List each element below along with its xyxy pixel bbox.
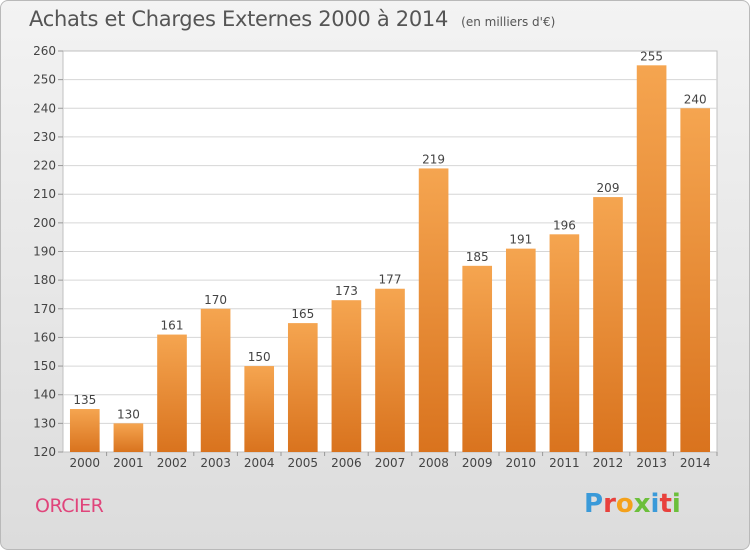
data-label: 196 [553, 218, 576, 232]
data-label: 219 [422, 152, 445, 166]
data-label: 135 [73, 393, 96, 407]
logo-letter: x [633, 489, 651, 519]
y-tick-labels: 120 130 140 150 160 170 180 190 200 210 220 230 240 2… [33, 44, 56, 459]
x-tick-label: 2009 [462, 456, 493, 470]
bar [593, 197, 623, 452]
x-tick-labels: 2000 2001 2002 2003 2004 2005 2006 2007 2008 2009… [70, 456, 711, 470]
x-tick-label: 2004 [244, 456, 275, 470]
x-tick-label: 2000 [70, 456, 101, 470]
y-tick-label: 240 [33, 101, 56, 115]
y-tick-label: 230 [33, 130, 56, 144]
data-label: 130 [117, 407, 140, 421]
y-tick-label: 160 [33, 330, 56, 344]
y-tick-label: 140 [33, 388, 56, 402]
bar [69, 409, 100, 452]
logo-letter: i [671, 489, 681, 519]
proxiti-logo: Proxiti [584, 489, 681, 519]
bar [375, 288, 405, 452]
bar [418, 168, 449, 452]
data-label: 185 [466, 250, 489, 264]
y-tick-label: 220 [33, 159, 56, 173]
x-tick-label: 2005 [288, 456, 319, 470]
data-label: 191 [509, 233, 532, 247]
x-tick-label: 2006 [331, 456, 362, 470]
bar [200, 308, 231, 452]
place-name: ORCIER [35, 495, 104, 517]
x-tick-label: 2014 [680, 456, 711, 470]
chart-subtitle: (en milliers d'€) [461, 15, 556, 29]
data-label: 165 [291, 307, 314, 321]
bar [113, 423, 144, 452]
data-labels: 135 130 161 170 150 165 173 177 219 185 191 196 209 2… [73, 49, 706, 421]
x-tick-label: 2002 [157, 456, 188, 470]
y-tick-label: 210 [33, 187, 56, 201]
data-label: 209 [597, 181, 620, 195]
data-label: 240 [684, 92, 707, 106]
y-tick-label: 130 [33, 416, 56, 430]
x-tick-label: 2001 [113, 456, 144, 470]
y-tick-label: 180 [33, 273, 56, 287]
x-tick-label: 2011 [549, 456, 580, 470]
chart-title: Achats et Charges Externes 2000 à 2014 [29, 7, 449, 31]
y-tick-label: 260 [33, 44, 56, 58]
y-tick-label: 200 [33, 216, 56, 230]
bar [462, 265, 493, 452]
bar [244, 366, 275, 452]
logo-letter: o [615, 489, 634, 519]
y-tick-label: 250 [33, 73, 56, 87]
x-tick-label: 2010 [506, 456, 537, 470]
bar [331, 300, 362, 452]
bar [287, 323, 318, 452]
bar [157, 334, 187, 452]
logo-letter: r [603, 489, 616, 519]
logo-letter: P [584, 489, 604, 519]
bars [69, 65, 711, 453]
logo-letter: t [659, 489, 672, 519]
bar [505, 248, 536, 452]
bar [680, 108, 711, 453]
y-tick-label: 170 [33, 302, 56, 316]
logo-letter: i [650, 489, 660, 519]
y-tick-label: 150 [33, 359, 56, 373]
bar [549, 234, 580, 452]
title-row: Achats et Charges Externes 2000 à 2014 (… [29, 7, 555, 31]
data-label: 150 [248, 350, 271, 364]
x-tick-label: 2008 [418, 456, 449, 470]
x-tick-label: 2012 [593, 456, 624, 470]
x-tick-label: 2007 [375, 456, 406, 470]
x-tick-label: 2003 [200, 456, 231, 470]
x-tick-label: 2013 [636, 456, 667, 470]
data-label: 173 [335, 284, 358, 298]
data-label: 177 [379, 273, 402, 287]
data-label: 161 [161, 319, 184, 333]
data-label: 170 [204, 293, 227, 307]
y-tick-label: 120 [33, 445, 56, 459]
y-tick-label: 190 [33, 245, 56, 259]
data-label: 255 [640, 49, 663, 63]
bar [636, 65, 667, 453]
